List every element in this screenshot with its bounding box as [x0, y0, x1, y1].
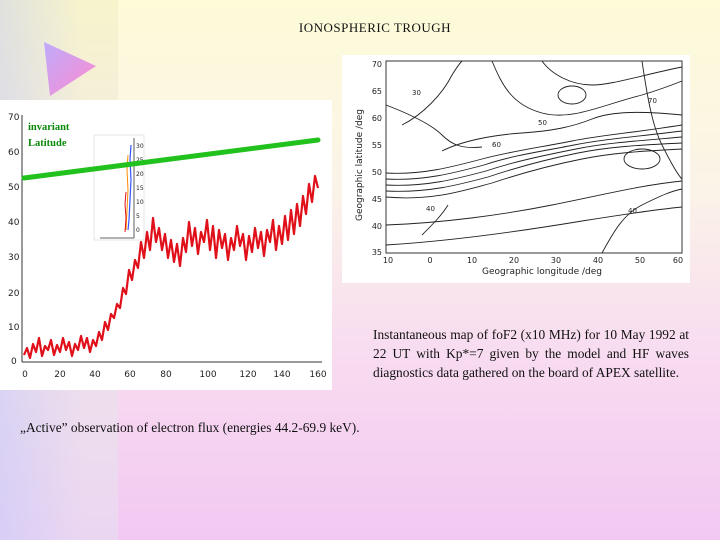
inset-tick: 0: [136, 227, 140, 234]
invariant-latitude-line: [21, 137, 321, 181]
x-tick: 140: [273, 370, 290, 380]
map-frame: [385, 60, 683, 254]
y-tick-labels: 70 60 50 40 30 20 10 0: [8, 113, 20, 367]
x-tick: 0: [427, 256, 432, 265]
x-tick: 80: [160, 370, 172, 380]
y-tick: 35: [372, 248, 382, 257]
x-tick: 40: [593, 256, 603, 265]
y-tick: 50: [372, 168, 382, 177]
y-tick: 40: [8, 218, 20, 228]
y-tick: 0: [11, 357, 17, 367]
y-tick: 60: [372, 114, 382, 123]
inset-tick: 15: [136, 185, 144, 192]
fof2-contour-map-figure: Geographic latitude /deg 70 65 60 55 50 …: [342, 55, 690, 283]
x-tick: 20: [509, 256, 519, 265]
fof2-contour-map: Geographic latitude /deg 70 65 60 55 50 …: [355, 60, 683, 277]
legend-line-1: invariant: [28, 122, 70, 133]
x-tick: 100: [199, 370, 216, 380]
x-tick: 40: [89, 370, 101, 380]
contour-label: 40: [426, 205, 435, 213]
inset-tick: 30: [136, 143, 144, 150]
y-tick: 20: [8, 289, 20, 299]
y-tick: 55: [372, 141, 382, 150]
legend-line-2: Latitude: [28, 138, 67, 149]
inset-tick: 5: [136, 213, 140, 220]
fof2-map-caption: Instantaneous map of foF2 (x10 MHz) for …: [373, 327, 689, 380]
contour-label: 30: [412, 89, 421, 97]
x-tick: 60: [124, 370, 136, 380]
inset-plot: 30 25 20 15 10 5 0: [93, 134, 145, 241]
contour-lines: [385, 60, 683, 254]
legend: invariant Latitude: [28, 122, 70, 149]
y-tick: 70: [372, 60, 382, 69]
x-tick: 10: [467, 256, 477, 265]
contour-labels: 40 40 50 70 60 30: [412, 89, 657, 215]
y-tick: 45: [372, 195, 382, 204]
y-tick: 65: [372, 87, 382, 96]
x-tick: 160: [309, 370, 326, 380]
inset-tick: 20: [136, 171, 144, 178]
contour-label: 60: [492, 141, 501, 149]
x-tick: 50: [635, 256, 645, 265]
electron-flux-line: [22, 174, 320, 360]
page-title: IONOSPHERIC TROUGH: [298, 20, 452, 35]
x-tick-labels: 0 20 40 60 80 100 120 140 160: [22, 370, 327, 380]
electron-flux-figure: 70 60 50 40 30 20 10 0 0 20 40 60 80 100…: [0, 100, 332, 390]
x-tick: 10: [383, 256, 393, 265]
contour-label: 50: [538, 119, 547, 127]
inset-tick: 10: [136, 199, 144, 206]
triangle-logo-icon: [44, 42, 96, 96]
x-tick: 0: [22, 370, 28, 380]
y-tick-labels: 70 65 60 55 50 45 40 35: [372, 60, 382, 257]
contour-label: 70: [648, 97, 657, 105]
y-tick: 10: [8, 323, 20, 333]
y-tick: 70: [8, 113, 20, 123]
x-tick: 120: [239, 370, 256, 380]
y-tick: 60: [8, 148, 20, 158]
y-axis-label: Geographic latitude /deg: [355, 109, 365, 221]
x-tick: 20: [54, 370, 66, 380]
x-axis-label: Geographic longitude /deg: [482, 267, 602, 277]
y-tick: 30: [8, 253, 20, 263]
contour-label: 40: [628, 207, 637, 215]
electron-flux-plot: 70 60 50 40 30 20 10 0 0 20 40 60 80 100…: [8, 113, 327, 380]
x-tick-labels: 10 0 10 20 30 40 50 60: [383, 256, 683, 265]
y-tick: 50: [8, 183, 20, 193]
x-tick: 30: [551, 256, 561, 265]
electron-flux-caption: „Active” observation of electron flux (e…: [20, 420, 360, 435]
y-tick: 40: [372, 222, 382, 231]
sidebar-tile: [0, 450, 118, 540]
x-tick: 60: [673, 256, 683, 265]
